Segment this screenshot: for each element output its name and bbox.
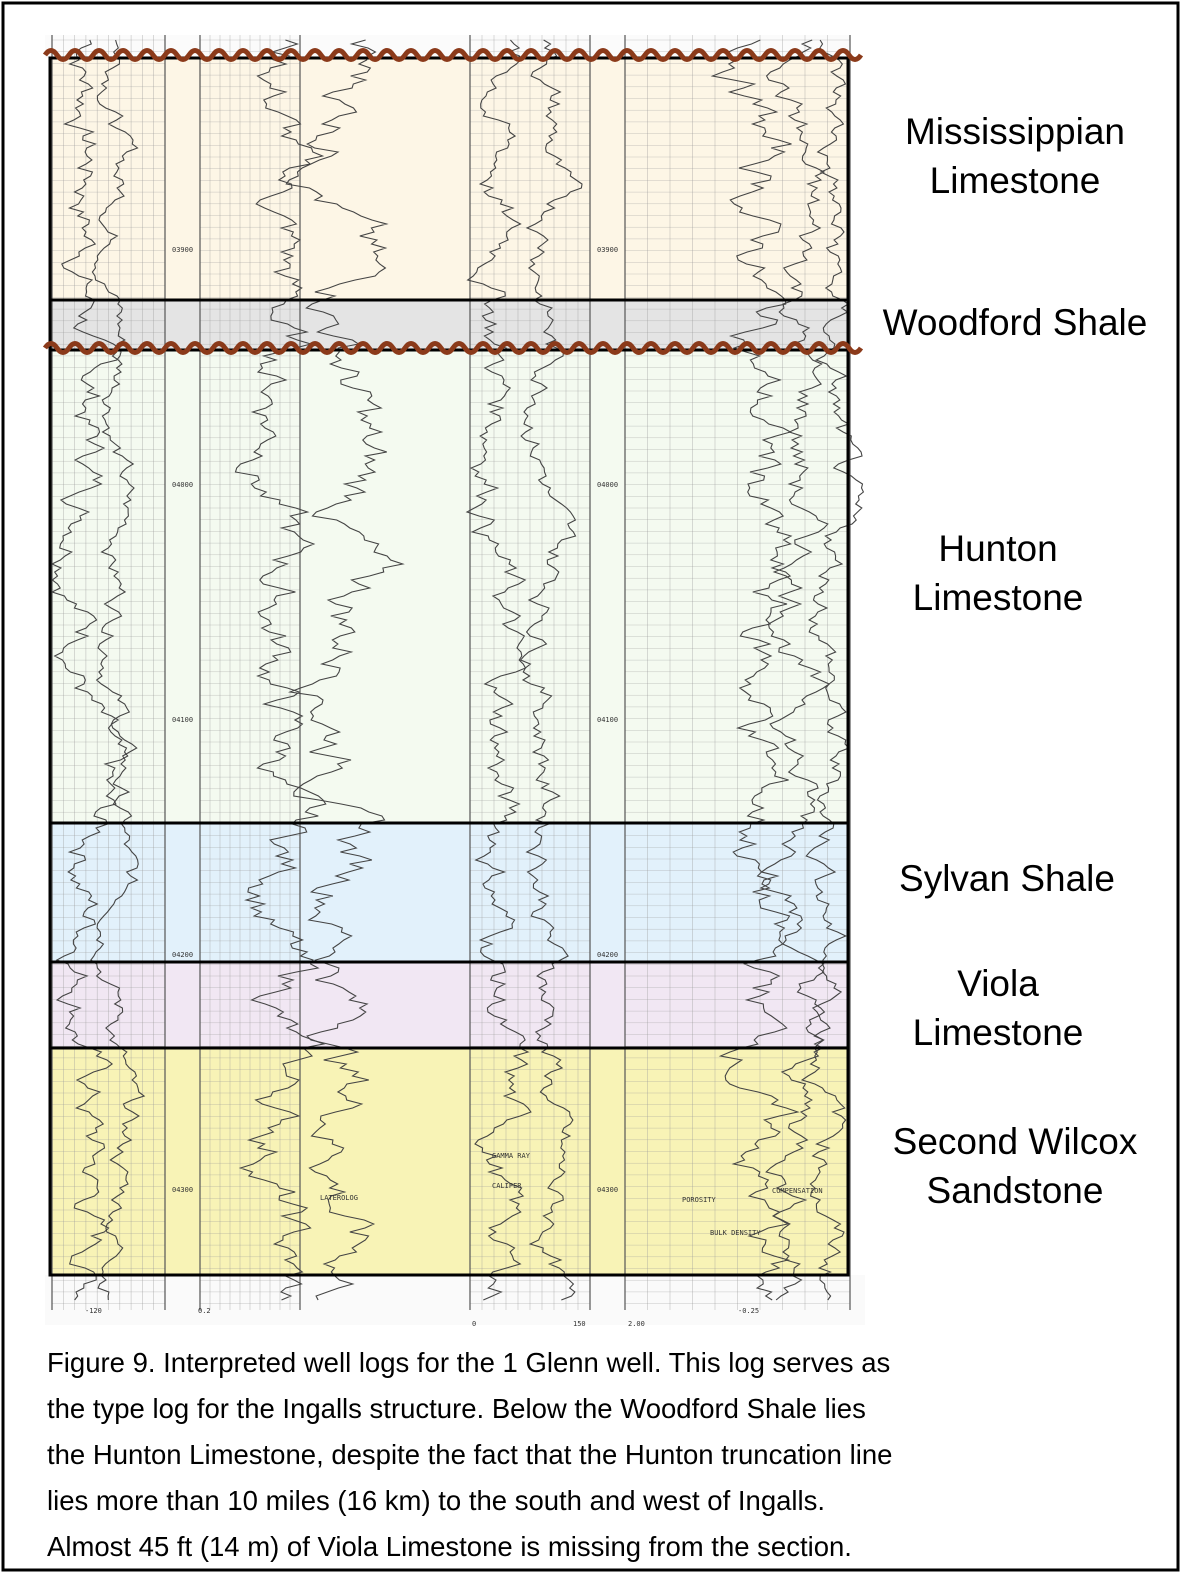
depth-mark: 04300	[597, 1186, 618, 1194]
depth-mark: 03900	[172, 246, 193, 254]
curve-label: COMPENSATION	[772, 1187, 823, 1195]
zone-band	[50, 350, 848, 823]
curve-label: CALIPER	[492, 1182, 522, 1190]
caption-line: lies more than 10 miles (16 km) to the s…	[47, 1485, 825, 1516]
figure: MississippianLimestoneWoodford ShaleHunt…	[0, 0, 1182, 1574]
depth-mark: 04300	[172, 1186, 193, 1194]
zone-label: Woodford Shale	[883, 302, 1148, 343]
curve-label: GAMMA RAY	[492, 1152, 531, 1160]
depth-mark: 04100	[172, 716, 193, 724]
depth-mark: 03900	[597, 246, 618, 254]
scale-label: -120	[85, 1307, 102, 1315]
log-bottom	[45, 1275, 865, 1325]
depth-mark: 04200	[172, 951, 193, 959]
caption-line: Almost 45 ft (14 m) of Viola Limestone i…	[47, 1531, 852, 1562]
caption-line: the type log for the Ingalls structure. …	[47, 1393, 866, 1424]
depth-mark: 04000	[172, 481, 193, 489]
depth-mark: 04000	[597, 481, 618, 489]
depth-mark: 04100	[597, 716, 618, 724]
curve-label: BULK DENSITY	[710, 1229, 761, 1237]
zone-band	[50, 962, 848, 1048]
depth-mark: 04200	[597, 951, 618, 959]
caption-line: the Hunton Limestone, despite the fact t…	[47, 1439, 892, 1470]
zone-band	[50, 58, 848, 300]
caption-line: Figure 9. Interpreted well logs for the …	[47, 1347, 890, 1378]
scale-label: 0.2	[198, 1307, 211, 1315]
curve-label: LATEROLOG	[320, 1194, 358, 1202]
scale-label: 150	[573, 1320, 586, 1328]
curve-label: POROSITY	[682, 1196, 717, 1204]
scale-label: 2.00	[628, 1320, 645, 1328]
scale-label: 0	[472, 1320, 476, 1328]
scale-label: -0.25	[738, 1307, 759, 1315]
zone-label: Sylvan Shale	[899, 858, 1115, 899]
